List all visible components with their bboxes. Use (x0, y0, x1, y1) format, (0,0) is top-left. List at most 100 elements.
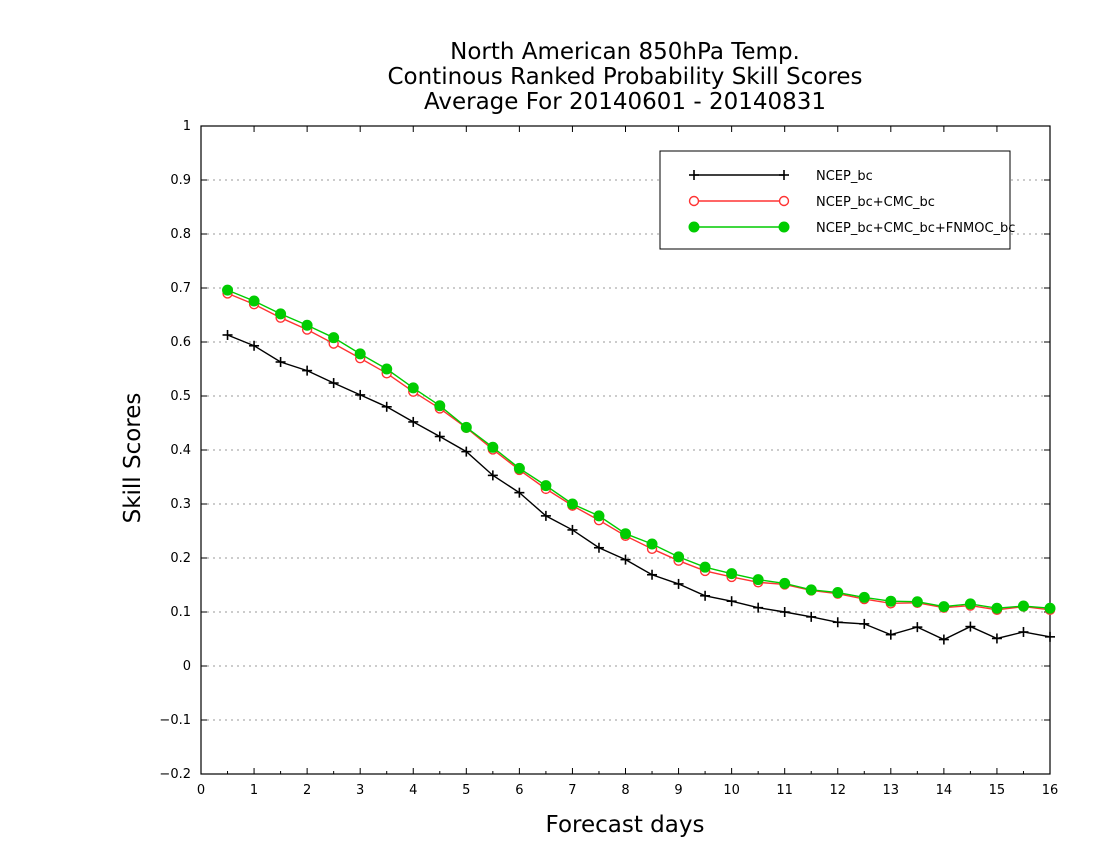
y-tick-label: 0.4 (170, 443, 191, 458)
legend-item-3: NCEP_bc+CMC_bc+FNMOC_bc (688, 221, 1015, 236)
data-point (858, 591, 870, 603)
data-point (513, 462, 525, 474)
data-point (381, 363, 393, 375)
data-point (460, 421, 472, 433)
legend: NCEP_bc NCEP_bc+CMC_bc NCEP_bc+CMC_bc+FNMO… (659, 150, 1015, 250)
data-point (540, 480, 552, 492)
data-point (461, 446, 472, 457)
series-1 (222, 329, 1055, 645)
legend-label: NCEP_bc+CMC_bc+FNMOC_bc (816, 221, 1015, 236)
series-3 (222, 284, 1056, 614)
x-tick-label: 1 (250, 783, 258, 798)
x-tick-label: 3 (356, 783, 364, 798)
data-point (222, 329, 233, 340)
x-axis: 0 1 2 3 4 5 6 7 8 9 10 11 12 13 14 15 16 (197, 126, 1058, 798)
data-point (885, 595, 897, 607)
data-point (407, 382, 419, 394)
x-tick-label: 15 (989, 783, 1006, 798)
x-axis-title: Forecast days (546, 812, 705, 838)
data-point (673, 578, 684, 589)
data-point (1044, 602, 1056, 614)
y-axis-title: Skill Scores (120, 393, 146, 524)
data-point (688, 195, 700, 207)
data-point (699, 561, 711, 573)
data-point (885, 629, 896, 640)
y-tick-label: 0 (183, 659, 191, 674)
data-point (779, 577, 791, 589)
data-point (752, 574, 764, 586)
data-point (593, 542, 604, 553)
x-tick-label: 5 (462, 783, 470, 798)
y-tick-label: 0.1 (170, 605, 191, 620)
data-point (487, 441, 499, 453)
legend-item-2: NCEP_bc+CMC_bc (688, 195, 935, 210)
data-point (726, 596, 737, 607)
y-tick-label: 1 (183, 119, 191, 134)
data-point (301, 319, 313, 331)
data-point (275, 308, 287, 320)
legend-item-1: NCEP_bc (689, 169, 873, 184)
data-point (964, 598, 976, 610)
y-tick-label: 0.9 (170, 173, 191, 188)
data-point (688, 221, 700, 233)
data-point (805, 584, 817, 596)
data-point (328, 378, 339, 389)
data-point (354, 348, 366, 360)
y-tick-label: 0.2 (170, 551, 191, 566)
data-point (912, 622, 923, 633)
series-layer (222, 284, 1056, 645)
data-point (567, 524, 578, 535)
data-point (859, 618, 870, 629)
x-tick-label: 9 (674, 783, 682, 798)
x-tick-label: 10 (723, 783, 740, 798)
data-point (1017, 600, 1029, 612)
x-tick-label: 2 (303, 783, 311, 798)
data-point (778, 221, 790, 233)
title-line-3: Average For 20140601 - 20140831 (424, 89, 826, 115)
data-point (434, 400, 446, 412)
data-point (700, 590, 711, 601)
y-tick-label: 0.7 (170, 281, 191, 296)
x-tick-label: 6 (515, 783, 523, 798)
y-tick-label: 0.5 (170, 389, 191, 404)
data-point (806, 611, 817, 622)
data-point (689, 170, 699, 180)
data-point (832, 617, 843, 628)
data-point (1045, 631, 1055, 642)
data-point (753, 602, 764, 613)
data-point (1018, 626, 1029, 637)
series-line (227, 334, 1051, 641)
data-point (938, 601, 950, 613)
data-point (248, 295, 260, 307)
data-point (302, 365, 313, 376)
data-point (355, 389, 366, 400)
title-line-2: Continous Ranked Probability Skill Score… (387, 64, 862, 90)
x-tick-label: 11 (776, 783, 793, 798)
title-line-1: North American 850hPa Temp. (450, 39, 800, 65)
x-tick-label: 13 (883, 783, 900, 798)
data-point (991, 633, 1002, 644)
data-point (408, 416, 419, 427)
data-point (965, 621, 976, 632)
y-tick-label: −0.1 (159, 713, 191, 728)
data-point (514, 487, 525, 498)
data-point (991, 602, 1003, 614)
data-point (540, 510, 551, 521)
data-point (620, 528, 631, 540)
data-point (779, 170, 789, 180)
chart-title: North American 850hPa Temp. Continous Ra… (387, 39, 862, 115)
y-tick-label: −0.2 (159, 767, 191, 782)
y-tick-label: 0.6 (170, 335, 191, 350)
data-point (566, 498, 578, 510)
series-line (227, 289, 1051, 609)
x-tick-label: 14 (936, 783, 953, 798)
data-point (726, 568, 738, 580)
data-point (275, 356, 286, 367)
data-point (222, 284, 234, 296)
data-point (778, 195, 790, 207)
data-point (620, 554, 631, 565)
y-tick-label: 0.8 (170, 227, 191, 242)
data-point (434, 431, 445, 442)
x-tick-label: 16 (1042, 783, 1059, 798)
